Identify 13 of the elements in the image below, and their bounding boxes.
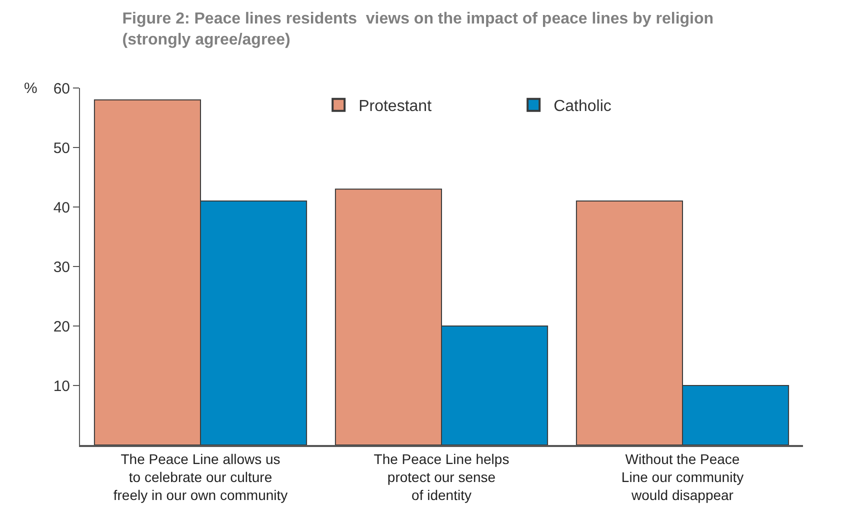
y-axis-title: % [24,80,38,97]
y-tick-label: 50 [53,140,70,157]
y-tick-label: 60 [53,80,70,98]
y-tick-label: 30 [53,258,70,276]
x-tick-label: Without the Peace Line our community would disappear [621,450,744,504]
y-tick-label: 20 [53,318,70,336]
y-tick-label: 10 [53,378,70,395]
y-tick-label: 40 [53,199,70,216]
x-tick-label: The Peace Line allows us to celebrate our culture freely in our own community [113,450,288,504]
chart-title: Figure 2: Peace lines residents views on the impact of peace lines by religion (strongly agree/agree) [122,10,714,49]
legend-label: Protestant [358,98,432,116]
legend-label: Catholic [554,98,612,116]
x-tick-label: The Peace Line helps protect our sense of identity [374,450,510,504]
